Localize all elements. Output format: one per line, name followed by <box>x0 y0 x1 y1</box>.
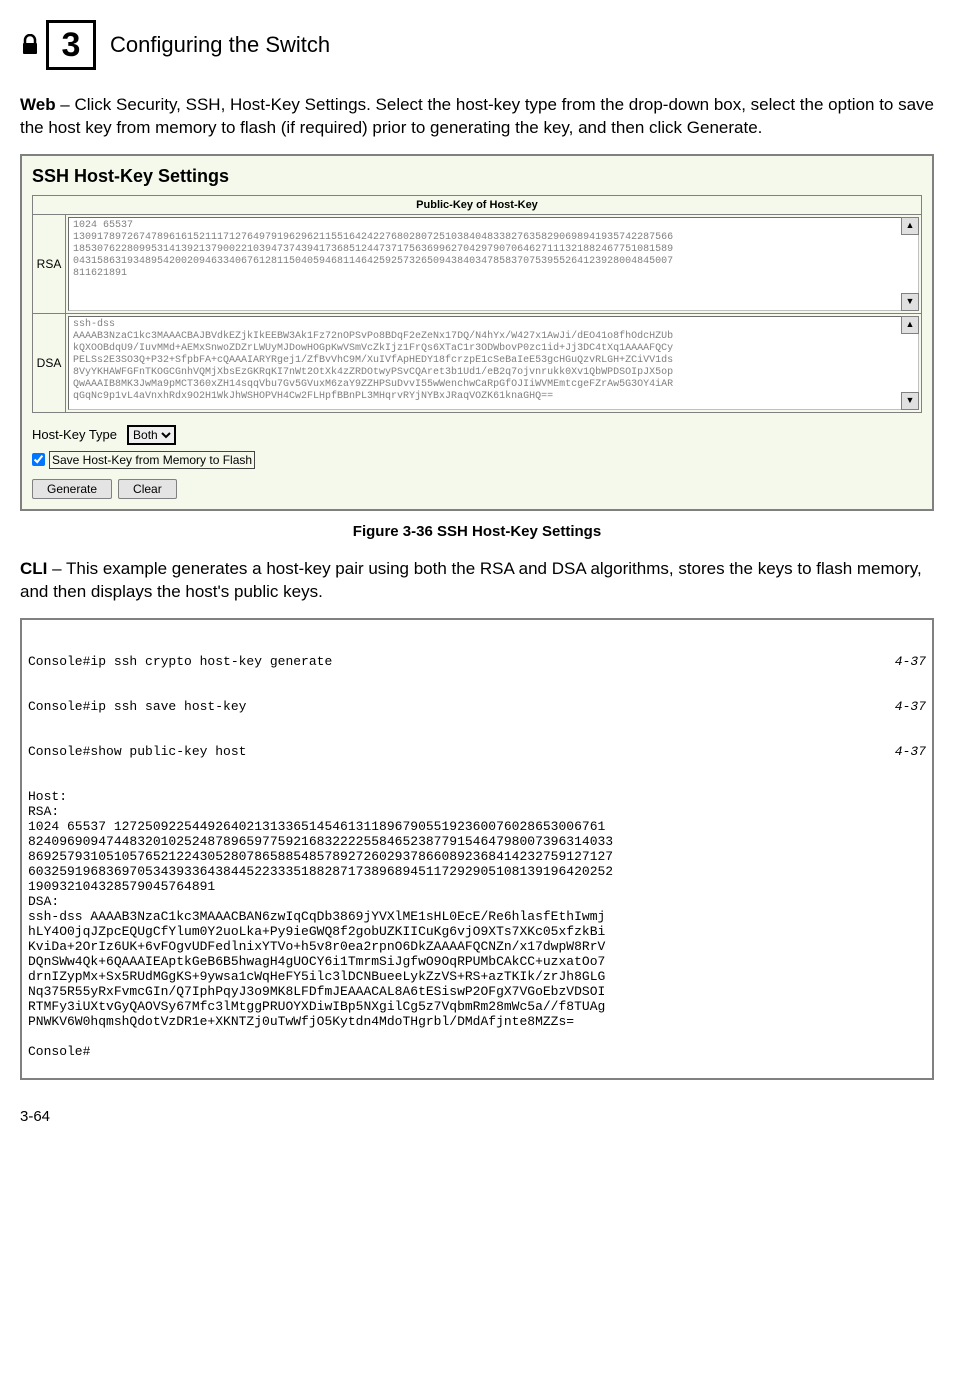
table-row: RSA 1024 65537 1309178972674789616152111… <box>33 214 922 313</box>
public-key-table: Public-Key of Host-Key RSA 1024 65537 13… <box>32 195 922 413</box>
generate-button[interactable]: Generate <box>32 479 112 499</box>
console-line: Console#show public-key host4-37 <box>28 744 926 759</box>
row-label-rsa: RSA <box>33 214 66 313</box>
scroll-down-icon[interactable]: ▼ <box>901 293 919 311</box>
cli-intro: CLI – This example generates a host-key … <box>20 558 934 604</box>
page-number: 3-64 <box>20 1108 934 1125</box>
hostkey-type-row: Host-Key Type Both <box>32 425 922 445</box>
table-row: DSA ssh-dss AAAAB3NzaC1kc3MAAACBAJBVdkEZ… <box>33 313 922 412</box>
console-line: Console#ip ssh save host-key4-37 <box>28 699 926 714</box>
save-hostkey-row: Save Host-Key from Memory to Flash <box>32 451 922 469</box>
scroll-up-icon[interactable]: ▲ <box>901 217 919 235</box>
hostkey-type-label: Host-Key Type <box>32 427 117 442</box>
console-line: Console#ip ssh crypto host-key generate4… <box>28 654 926 669</box>
console-body: Host: RSA: 1024 65537 127250922544926402… <box>28 789 926 1059</box>
figure-caption: Figure 3-36 SSH Host-Key Settings <box>20 523 934 540</box>
scroll-down-icon[interactable]: ▼ <box>901 392 919 410</box>
console-output: Console#ip ssh crypto host-key generate4… <box>20 618 934 1080</box>
dsa-key-textarea[interactable]: ssh-dss AAAAB3NzaC1kc3MAAACBAJBVdkEZjkIk… <box>68 316 919 410</box>
save-hostkey-checkbox[interactable] <box>32 453 45 466</box>
save-hostkey-label: Save Host-Key from Memory to Flash <box>49 451 255 469</box>
ssh-panel: SSH Host-Key Settings Public-Key of Host… <box>20 154 934 511</box>
page-header: 3 Configuring the Switch <box>20 20 934 70</box>
hostkey-type-select[interactable]: Both <box>127 425 176 445</box>
clear-button[interactable]: Clear <box>118 479 177 499</box>
panel-title: SSH Host-Key Settings <box>32 166 922 187</box>
rsa-key-textarea[interactable]: 1024 65537 13091789726747896161521117127… <box>68 217 919 311</box>
chapter-number: 3 <box>46 20 96 70</box>
row-label-dsa: DSA <box>33 313 66 412</box>
lock-icon <box>20 34 40 56</box>
intro-text: Web – Click Security, SSH, Host-Key Sett… <box>20 94 934 140</box>
scroll-up-icon[interactable]: ▲ <box>901 316 919 334</box>
header-title: Configuring the Switch <box>110 32 330 58</box>
table-header: Public-Key of Host-Key <box>33 195 922 214</box>
